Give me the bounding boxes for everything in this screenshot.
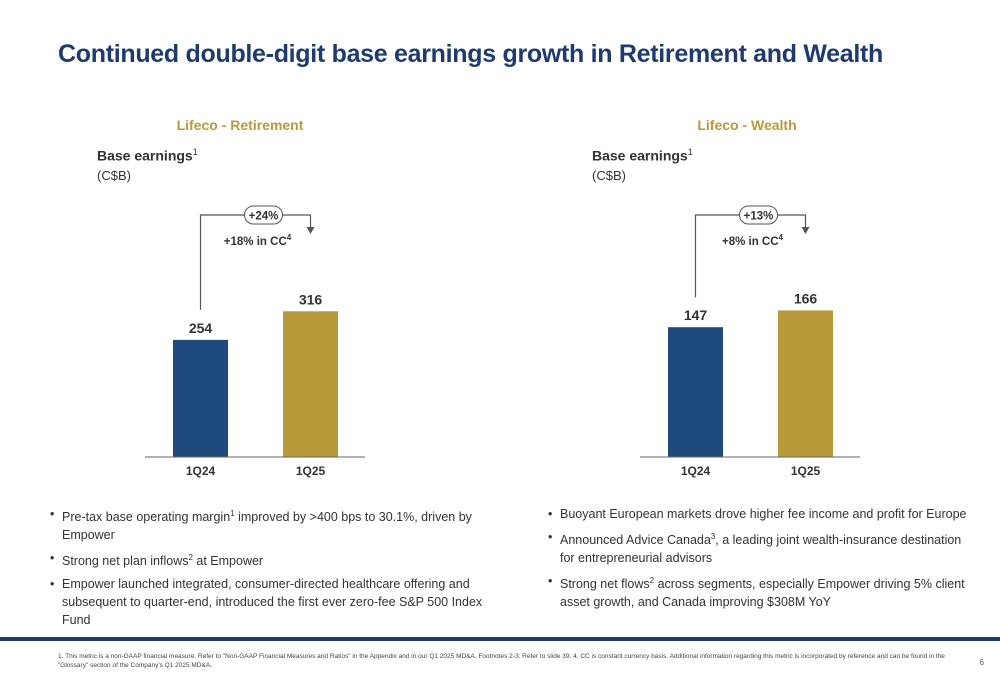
bullet-footnote-ref: 2 (649, 576, 655, 586)
bullet-text: Empower launched integrated, consumer-di… (62, 577, 483, 628)
wealth-metric-text: Base earnings (592, 147, 688, 164)
growth-percent-label: +13% (744, 211, 774, 223)
growth-pill (244, 205, 283, 225)
arrow-down-icon (801, 227, 810, 234)
cc-footnote-ref: 4 (779, 233, 784, 242)
bar-1q25 (283, 311, 338, 457)
growth-percent-label: +24% (249, 211, 279, 223)
bar-value-label: 254 (189, 320, 213, 336)
retirement-metric-label: Base earnings1 (97, 147, 198, 164)
bullet-text: Pre-tax base operating margin (62, 510, 231, 525)
retirement-chart-panel: Lifeco - Retirement Base earnings1 (C$B)… (60, 115, 460, 495)
bullet-item: Strong net plan inflows2 at Empower (50, 549, 500, 570)
wealth-chart-panel: Lifeco - Wealth Base earnings1 (C$B) 147… (555, 115, 955, 495)
wealth-bar-chart: 147 1Q24 166 1Q25 +13% +8% in CC4 (640, 205, 860, 478)
retirement-metric-sup: 1 (192, 147, 198, 157)
arrow-down-icon (306, 227, 315, 234)
wealth-unit-label: (C$B) (592, 168, 626, 183)
bullet-footnote-ref: 1 (230, 509, 235, 518)
bullet-item: Empower launched integrated, consumer-di… (50, 575, 500, 629)
bullet-text: Strong net plan inflows (62, 554, 189, 569)
bullet-text-cont: across segments, especially Empower driv… (560, 577, 965, 610)
footer-divider (0, 637, 1000, 641)
retirement-bullet-list: Pre-tax base operating margin1 improved … (50, 505, 500, 634)
bullet-text: Strong net flows (560, 577, 650, 592)
wealth-panel-title: Lifeco - Wealth (697, 117, 797, 133)
bar-1q25 (778, 310, 833, 457)
wealth-metric-sup: 1 (687, 147, 693, 157)
bar-value-label: 147 (684, 307, 708, 323)
retirement-bar-chart: 254 1Q24 316 1Q25 +24% +18% in CC4 (145, 205, 365, 478)
bullet-item: Strong net flows2 across segments, espec… (548, 572, 968, 611)
x-tick-label: 1Q24 (186, 464, 216, 478)
bullet-text-cont: improved by >400 bps to 30.1%, driven by… (62, 510, 472, 543)
bullet-text: Buoyant European markets drove higher fe… (560, 507, 967, 521)
bullet-footnote-ref: 2 (188, 553, 193, 563)
wealth-bullet-list: Buoyant European markets drove higher fe… (548, 505, 968, 616)
bar-value-label: 166 (794, 290, 818, 306)
cc-growth-label: +18% in CC4 (224, 233, 292, 248)
bullet-footnote-ref: 3 (710, 532, 716, 541)
bullet-item: Pre-tax base operating margin1 improved … (50, 505, 500, 544)
bullet-item: Buoyant European markets drove higher fe… (548, 505, 968, 523)
retirement-panel-title: Lifeco - Retirement (176, 117, 304, 133)
wealth-metric-label: Base earnings1 (592, 147, 693, 164)
bar-value-label: 316 (299, 291, 323, 307)
bullet-item: Announced Advice Canada3, a leading join… (548, 528, 968, 567)
page-number: 6 (979, 658, 984, 667)
footnote-text: 1. This metric is a non-GAAP financial m… (58, 653, 945, 669)
slide-title: Continued double-digit base earnings gro… (58, 40, 884, 68)
growth-bracket-line (694, 214, 807, 298)
bar-1q24 (668, 327, 723, 457)
x-tick-label: 1Q25 (296, 464, 326, 478)
cc-footnote-ref: 4 (287, 233, 292, 242)
bullet-text: Announced Advice Canada (560, 533, 711, 548)
bullet-text-cont: at Empower (192, 554, 264, 569)
retirement-unit-label: (C$B) (97, 168, 131, 183)
bar-1q24 (173, 339, 228, 457)
x-tick-label: 1Q25 (791, 464, 821, 478)
retirement-metric-text: Base earnings (97, 147, 193, 164)
cc-growth-label: +8% in CC4 (722, 233, 784, 248)
growth-pill (739, 205, 778, 225)
x-tick-label: 1Q24 (681, 464, 711, 478)
growth-bracket-line (199, 214, 312, 310)
bullet-text-cont: , a leading joint wealth-insurance desti… (560, 533, 962, 566)
